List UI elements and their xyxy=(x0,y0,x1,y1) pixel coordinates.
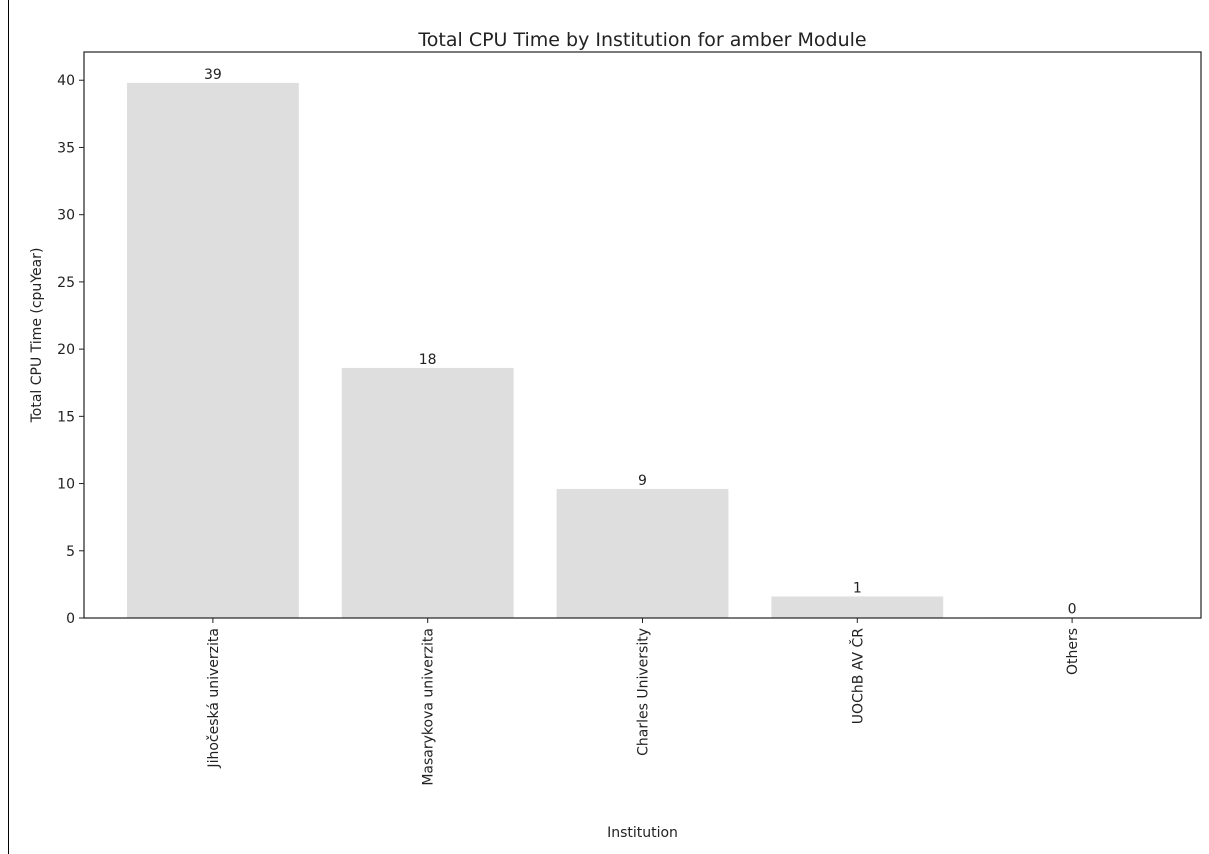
y-tick-label: 30 xyxy=(57,208,75,224)
bar xyxy=(556,488,729,618)
x-tick-label: UOChB AV ČR xyxy=(848,628,866,724)
y-tick-label: 0 xyxy=(66,611,75,627)
bars-group: 39 18 9 1 0 xyxy=(126,67,1159,619)
bar xyxy=(341,367,514,618)
bar xyxy=(771,596,944,618)
y-tick-label: 10 xyxy=(57,477,75,493)
x-tick-label: Masarykova univerzita xyxy=(421,628,437,786)
bar-data-label: 39 xyxy=(204,67,222,83)
x-tick-label: Charles University xyxy=(636,628,652,756)
chart-title: Total CPU Time by Institution for amber … xyxy=(417,29,866,51)
y-tick-label: 35 xyxy=(57,140,75,156)
chart-frame xyxy=(8,0,1209,854)
bar-data-label: 18 xyxy=(419,352,437,368)
x-tick-label: Others xyxy=(1065,628,1081,675)
x-axis-ticks: Jihočeská univerzita Masarykova univerzit… xyxy=(206,618,1081,786)
y-tick-label: 5 xyxy=(66,544,75,560)
bar-data-label: 0 xyxy=(1068,601,1077,617)
x-axis-title: Institution xyxy=(607,825,678,841)
bar-data-label: 1 xyxy=(853,580,862,596)
bar xyxy=(126,82,299,618)
y-axis-ticks: 0 5 10 15 20 25 30 35 40 xyxy=(57,73,84,627)
y-axis-title: Total CPU Time (cpuYear) xyxy=(29,248,45,424)
y-tick-label: 25 xyxy=(57,275,75,291)
y-tick-label: 40 xyxy=(57,73,75,89)
plot-area xyxy=(83,51,1202,619)
y-tick-label: 20 xyxy=(57,342,75,358)
bar-data-label: 9 xyxy=(638,473,647,489)
x-tick-label: Jihočeská univerzita xyxy=(206,628,222,769)
y-tick-label: 15 xyxy=(57,409,75,425)
